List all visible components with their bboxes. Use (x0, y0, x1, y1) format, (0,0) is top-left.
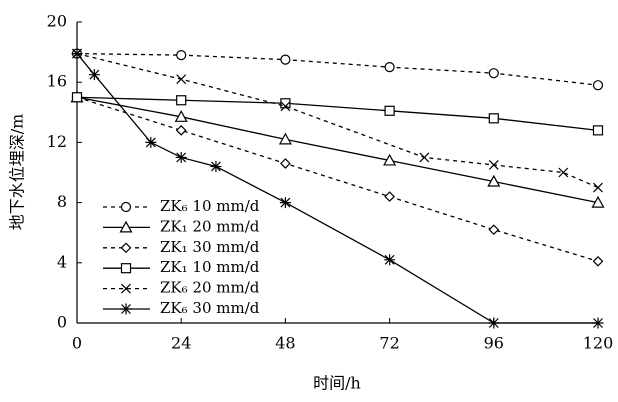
legend-label: ZK₆ 10 mm/d (160, 197, 260, 215)
marker (592, 125, 604, 136)
marker (176, 50, 187, 61)
marker (384, 191, 395, 202)
marker (592, 255, 604, 267)
series-line (76, 96, 599, 204)
marker (591, 195, 605, 208)
x-tick-label: 120 (583, 334, 614, 353)
marker (280, 54, 291, 65)
y-tick-label: 8 (57, 192, 67, 211)
legend-label: ZK₁ 30 mm/d (160, 238, 260, 256)
series-line (76, 52, 599, 86)
marker (488, 160, 499, 170)
y-tick-label: 0 (57, 313, 67, 332)
marker (592, 317, 604, 329)
marker (71, 48, 83, 60)
series-line (76, 96, 599, 262)
series-line (76, 96, 599, 132)
marker (175, 151, 187, 163)
marker (280, 98, 291, 109)
series-line (76, 53, 598, 324)
y-tick-label: 20 (47, 12, 67, 31)
marker (487, 174, 501, 187)
marker (558, 167, 569, 178)
marker (280, 101, 291, 112)
x-tick-label: 96 (484, 334, 504, 353)
marker (280, 158, 291, 169)
marker (210, 160, 222, 172)
x-tick-label: 72 (379, 334, 399, 353)
marker (488, 68, 499, 79)
marker (71, 92, 83, 103)
marker (384, 254, 396, 266)
y-tick-label: 12 (47, 132, 67, 151)
marker (488, 224, 500, 236)
marker (488, 113, 499, 124)
y-axis-title: 地下水位埋深/m (8, 114, 27, 231)
legend-label: ZK₆ 20 mm/d (160, 279, 260, 297)
x-tick-label: 48 (275, 334, 295, 353)
legend-marker (120, 303, 132, 315)
legend-marker (121, 283, 131, 294)
legend-marker (120, 263, 132, 274)
legend-label: ZK₁ 20 mm/d (160, 217, 260, 235)
marker (176, 95, 187, 106)
x-tick-label: 0 (72, 334, 82, 353)
marker (384, 105, 395, 116)
legend-marker (119, 220, 133, 233)
legend-marker (120, 242, 132, 254)
marker (384, 62, 395, 73)
legend-label: ZK₆ 30 mm/d (160, 299, 260, 317)
y-tick-label: 16 (47, 72, 67, 91)
series-line (76, 52, 599, 189)
marker (278, 132, 292, 145)
marker (174, 110, 188, 122)
marker (88, 69, 100, 81)
marker (593, 182, 603, 193)
marker (419, 152, 430, 163)
marker (176, 74, 187, 85)
y-tick-label: 4 (57, 252, 67, 271)
marker (279, 197, 291, 209)
marker (383, 153, 397, 166)
marker (488, 317, 500, 329)
x-tick-label: 24 (171, 334, 191, 353)
x-axis-title: 时间/h (313, 374, 361, 393)
marker (592, 80, 604, 91)
marker (145, 136, 157, 148)
legend-marker (120, 201, 132, 213)
legend-label: ZK₁ 10 mm/d (160, 258, 260, 276)
marker (175, 125, 187, 136)
